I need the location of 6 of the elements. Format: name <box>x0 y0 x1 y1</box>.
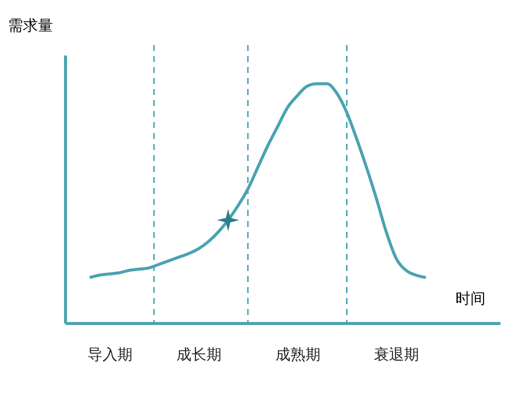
x-tick-label: 衰退期 <box>374 346 420 364</box>
x-axis-title: 时间 <box>456 290 486 308</box>
x-tick-label: 成熟期 <box>275 346 320 364</box>
y-axis-title: 需求量 <box>8 16 53 34</box>
x-tick-label: 成长期 <box>176 346 222 364</box>
x-tick-label: 导入期 <box>87 346 132 364</box>
